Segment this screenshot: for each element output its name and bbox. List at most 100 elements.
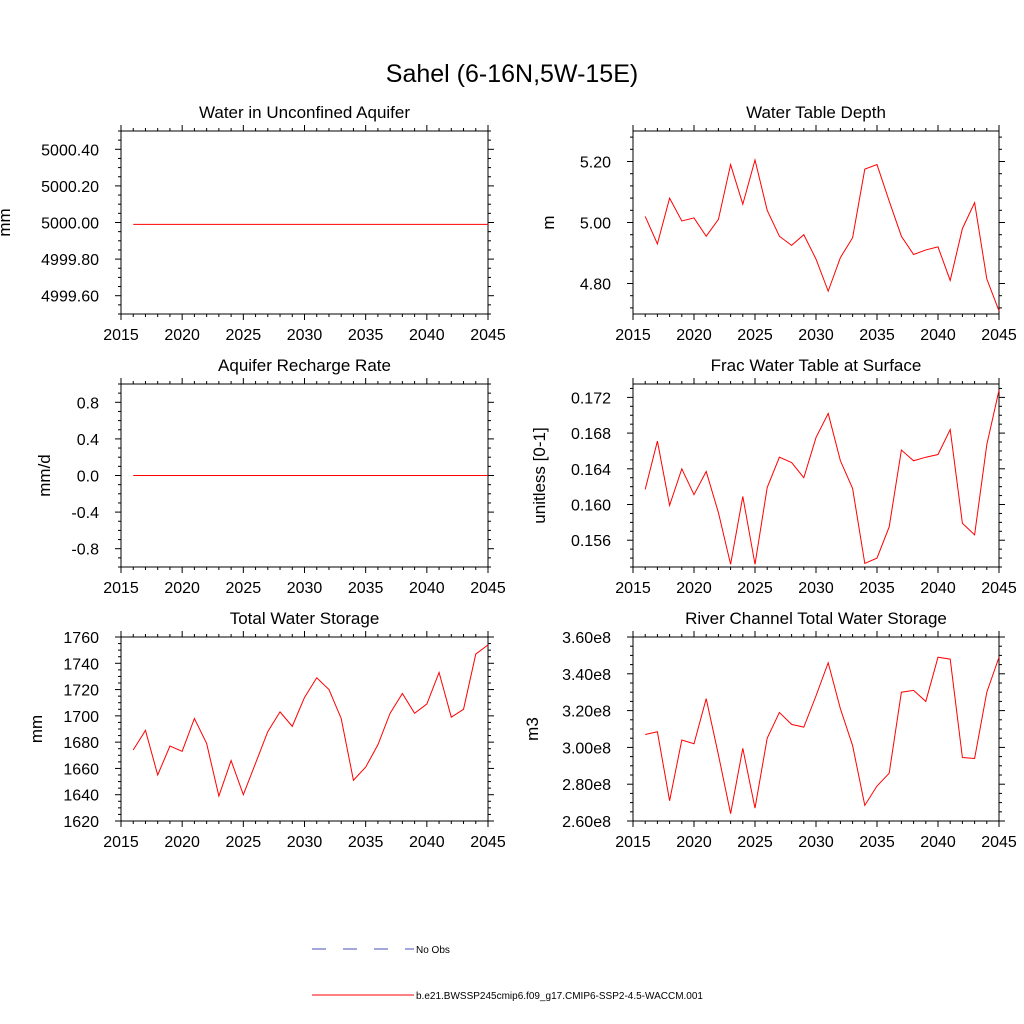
- y-tick-label: 5.20: [580, 155, 611, 172]
- x-tick-label: 2030: [798, 834, 834, 851]
- panel-total-water-storage: Total Water Storage 2015 2020 2025 2030 2035 2…: [27, 609, 506, 851]
- y-axis-label: mm: [0, 208, 14, 236]
- y-axis-label: unitless [0-1]: [530, 427, 549, 523]
- panel-title: Frac Water Table at Surface: [711, 356, 922, 375]
- x-tick-label: 2020: [164, 580, 200, 597]
- y-tick-label: 2.60e8: [562, 814, 611, 831]
- y-tick-label: 0.156: [571, 533, 611, 550]
- x-tick-label: 2025: [226, 580, 262, 597]
- x-tick-label: 2040: [409, 580, 445, 597]
- panel-title: Aquifer Recharge Rate: [218, 356, 391, 375]
- x-tick-label: 2035: [348, 580, 384, 597]
- panel-frac-water-table: Frac Water Table at Surface 2015 2020 2025 2…: [530, 356, 1017, 597]
- y-tick-label: 1700: [63, 709, 99, 726]
- x-tick-label: 2030: [287, 580, 323, 597]
- panel-title: River Channel Total Water Storage: [685, 609, 947, 628]
- y-tick-label: 4.80: [580, 277, 611, 294]
- panel-title: Water Table Depth: [746, 103, 886, 122]
- y-tick-label: -0.8: [71, 542, 99, 559]
- x-tick-label: 2035: [859, 327, 895, 344]
- y-tick-label: 4999.60: [41, 289, 99, 306]
- y-tick-label: 0.172: [571, 390, 611, 407]
- plot-frame: [632, 636, 1000, 822]
- x-tick-label: 2035: [859, 580, 895, 597]
- y-tick-label: 1740: [63, 656, 99, 673]
- panel-recharge-rate: Aquifer Recharge Rate 2015 2020 2025 2030 203…: [35, 356, 506, 597]
- y-tick-label: 5000.20: [41, 179, 99, 196]
- y-tick-label: 0.8: [77, 395, 99, 412]
- y-axis-label: m3: [523, 717, 542, 741]
- x-tick-label: 2020: [164, 327, 200, 344]
- panel-water-table-depth: Water Table Depth 2015 2020 2025 2030 2035 204…: [539, 103, 1017, 344]
- x-tick-label: 2025: [737, 580, 773, 597]
- x-tick-label: 2045: [470, 580, 506, 597]
- x-tick-label: 2020: [676, 580, 712, 597]
- x-tick-label: 2045: [470, 834, 506, 851]
- x-tick-label: 2045: [981, 327, 1017, 344]
- y-tick-label: 5000.00: [41, 216, 99, 233]
- x-tick-label: 2035: [348, 327, 384, 344]
- x-tick-label: 2015: [103, 834, 139, 851]
- x-tick-label: 2025: [226, 327, 262, 344]
- x-tick-label: 2040: [409, 834, 445, 851]
- panel-aquifer-water: Water in Unconfined Aquifer 2015 2020 2025 2…: [0, 103, 506, 344]
- y-tick-label: 1640: [63, 788, 99, 805]
- y-tick-label: 3.40e8: [562, 667, 611, 684]
- y-axis-label: mm: [27, 715, 46, 743]
- x-tick-label: 2030: [287, 834, 323, 851]
- y-tick-label: 1760: [63, 630, 99, 647]
- plot-frame: [120, 130, 489, 315]
- panels: Water in Unconfined Aquifer 2015 2020 2025 2…: [0, 103, 1017, 851]
- y-tick-label: 5000.40: [41, 142, 99, 159]
- y-tick-label: 0.160: [571, 498, 611, 515]
- plot-frame: [120, 636, 489, 822]
- y-tick-label: 1720: [63, 683, 99, 700]
- x-tick-label: 2015: [615, 580, 651, 597]
- figure-title: Sahel (6-16N,5W-15E): [386, 60, 638, 88]
- x-tick-label: 2015: [103, 580, 139, 597]
- series-line: [644, 390, 1000, 565]
- x-tick-label: 2040: [920, 580, 956, 597]
- series-line: [645, 656, 1000, 814]
- x-tick-label: 2015: [615, 327, 651, 344]
- x-tick-label: 2020: [676, 327, 712, 344]
- y-tick-label: 4999.80: [41, 252, 99, 269]
- y-tick-label: 1680: [63, 735, 99, 752]
- x-tick-label: 2015: [103, 327, 139, 344]
- y-tick-label: 1660: [63, 761, 99, 778]
- x-tick-label: 2035: [348, 834, 384, 851]
- x-tick-label: 2030: [798, 327, 834, 344]
- x-tick-label: 2045: [981, 580, 1017, 597]
- y-axis-label: mm/d: [35, 454, 54, 497]
- x-tick-label: 2025: [737, 327, 773, 344]
- panel-title: Total Water Storage: [230, 609, 380, 628]
- x-tick-label: 2025: [737, 834, 773, 851]
- legend-label-model: b.e21.BWSSP245cmip6.f09_g17.CMIP6-SSP2-4…: [416, 991, 703, 1002]
- x-tick-label: 2015: [615, 834, 651, 851]
- x-tick-label: 2025: [226, 834, 262, 851]
- x-tick-label: 2035: [859, 834, 895, 851]
- x-tick-label: 2030: [798, 580, 834, 597]
- y-tick-label: 0.168: [571, 426, 611, 443]
- x-tick-label: 2020: [164, 834, 200, 851]
- panel-title: Water in Unconfined Aquifer: [199, 103, 410, 122]
- x-tick-label: 2030: [287, 327, 323, 344]
- legend-label-no-obs: No Obs: [416, 945, 450, 956]
- y-tick-label: 0.4: [77, 432, 99, 449]
- y-tick-label: 0.0: [77, 469, 99, 486]
- legend: No Obs b.e21.BWSSP245cmip6.f09_g17.CMIP6…: [312, 945, 703, 1002]
- y-tick-label: 0.164: [571, 462, 611, 479]
- x-tick-label: 2045: [470, 327, 506, 344]
- y-tick-label: 1620: [63, 814, 99, 831]
- x-tick-label: 2040: [920, 834, 956, 851]
- y-tick-label: 3.00e8: [562, 740, 611, 757]
- y-tick-label: 3.60e8: [562, 630, 611, 647]
- series-line: [644, 157, 1000, 312]
- x-tick-label: 2020: [676, 834, 712, 851]
- x-tick-label: 2040: [409, 327, 445, 344]
- panel-river-channel-storage: River Channel Total Water Storage 2015 202…: [523, 609, 1017, 851]
- y-tick-label: 5.00: [580, 216, 611, 233]
- y-axis-label: m: [539, 215, 558, 229]
- y-tick-label: 3.20e8: [562, 704, 611, 721]
